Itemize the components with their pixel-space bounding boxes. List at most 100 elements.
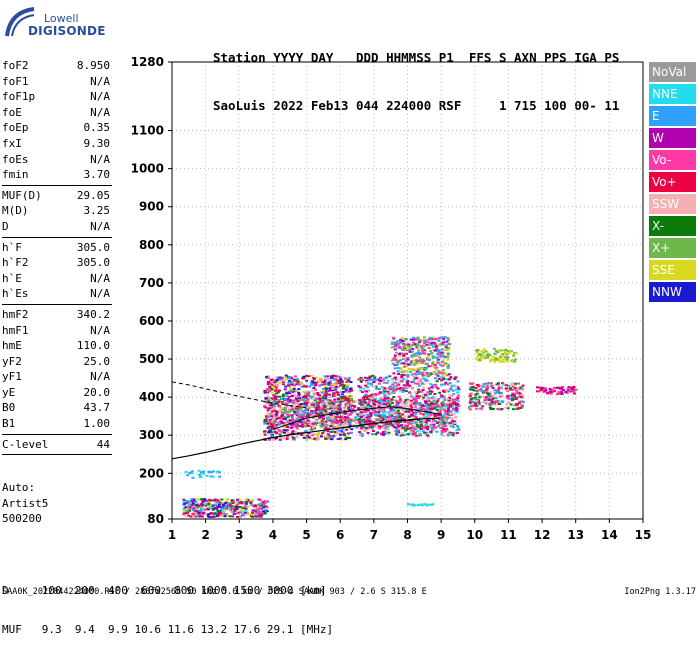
echo-point <box>299 424 303 427</box>
echo-point <box>333 398 337 401</box>
echo-point <box>277 389 281 392</box>
echo-point <box>559 388 563 391</box>
echo-point <box>446 354 450 357</box>
echo-point <box>390 418 394 421</box>
echo-point <box>225 507 229 510</box>
echo-point <box>272 401 276 404</box>
echo-point <box>490 401 494 404</box>
echo-point <box>383 411 387 414</box>
echo-point <box>318 421 322 424</box>
echo-point <box>380 401 384 404</box>
echo-point <box>331 387 335 390</box>
echo-point <box>421 404 425 407</box>
echo-point <box>365 404 369 407</box>
echo-point <box>445 421 449 424</box>
echo-point <box>285 402 289 405</box>
echo-point <box>438 391 442 394</box>
echo-point <box>511 393 515 396</box>
echo-point <box>409 370 413 373</box>
echo-point <box>402 373 406 376</box>
param-name: h`F2 <box>2 256 29 270</box>
echo-point <box>370 384 374 387</box>
echo-point <box>507 352 511 355</box>
echo-point <box>359 380 363 383</box>
echo-point <box>512 354 516 357</box>
echo-point <box>313 401 317 404</box>
echo-point <box>418 395 422 398</box>
echo-point <box>235 515 239 518</box>
echo-point <box>421 389 425 392</box>
echo-point <box>316 397 320 400</box>
echo-point <box>372 402 376 405</box>
echo-point <box>228 501 232 504</box>
echo-point <box>421 393 425 396</box>
echo-point <box>433 341 437 344</box>
param-name: fxI <box>2 136 22 150</box>
echo-point <box>427 354 431 357</box>
echo-point <box>295 426 299 429</box>
echo-point <box>501 360 505 363</box>
echo-point <box>388 415 392 418</box>
echo-point <box>374 433 378 436</box>
echo-point <box>424 367 428 370</box>
echo-point <box>431 336 435 339</box>
echo-point <box>330 424 334 427</box>
echo-point <box>418 426 422 429</box>
echo-point <box>334 417 338 420</box>
echo-point <box>414 400 418 403</box>
echo-point <box>412 378 416 381</box>
echo-point <box>319 410 323 413</box>
echo-point <box>264 400 268 403</box>
echo-point <box>249 502 253 505</box>
echo-point <box>426 416 430 419</box>
echo-point <box>286 397 290 400</box>
echo-point <box>319 378 323 381</box>
echo-point <box>379 420 383 423</box>
echo-point <box>201 512 205 515</box>
echo-point <box>406 348 410 351</box>
echo-point <box>453 423 457 426</box>
echo-point <box>501 358 505 361</box>
echo-point <box>424 423 428 426</box>
echo-point <box>389 388 392 391</box>
echo-point <box>384 403 388 406</box>
param-value: 0.35 <box>83 121 111 135</box>
echo-point <box>383 402 387 405</box>
echo-point <box>286 384 290 387</box>
echo-point <box>487 397 491 400</box>
echo-point <box>324 420 328 423</box>
echo-point <box>435 409 439 412</box>
echo-point <box>309 397 313 400</box>
echo-point <box>490 384 494 387</box>
echo-point <box>303 395 307 398</box>
echo-point <box>391 389 395 392</box>
echo-point <box>323 381 327 384</box>
echo-point <box>302 385 306 388</box>
echo-point <box>321 410 325 413</box>
echo-point <box>401 403 405 406</box>
echo-point <box>284 430 288 433</box>
echo-point <box>391 385 395 388</box>
echo-point <box>272 400 276 403</box>
echo-point <box>427 359 431 362</box>
echo-point <box>407 410 411 413</box>
echo-point <box>500 400 504 403</box>
echo-point <box>324 387 328 390</box>
echo-point <box>220 507 224 510</box>
echo-point <box>400 373 404 376</box>
echo-point <box>309 410 313 413</box>
echo-point <box>316 404 320 407</box>
x-tick-label: 13 <box>567 528 584 542</box>
echo-point <box>273 431 277 434</box>
echo-point <box>373 375 377 378</box>
echo-point <box>420 346 424 349</box>
echo-point <box>279 409 283 412</box>
echo-point <box>313 384 317 387</box>
echo-point <box>261 501 265 504</box>
echo-point <box>211 507 215 510</box>
echo-point <box>413 424 417 427</box>
echo-point <box>274 397 278 400</box>
echo-point <box>443 403 447 406</box>
echo-point <box>383 423 387 426</box>
echo-point <box>412 404 416 407</box>
